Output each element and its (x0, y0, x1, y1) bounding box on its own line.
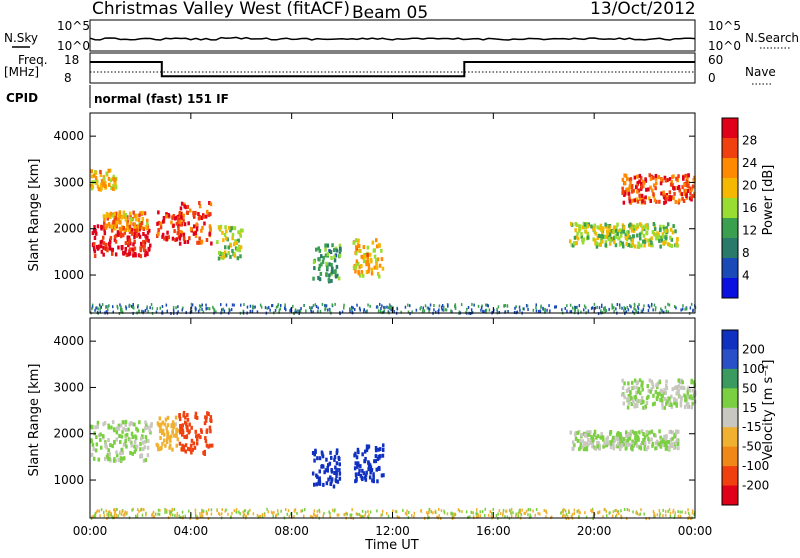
power-colorbar-tick: 20 (742, 179, 757, 193)
velocity-echo-1 (155, 415, 183, 452)
power-echo-6 (312, 243, 342, 284)
power-colorbar-swatch (722, 178, 738, 199)
station-title: Christmas Valley West (fitACF) (92, 0, 350, 19)
velocity-echo-5 (569, 429, 680, 452)
velocity-colorbar-swatch (722, 427, 738, 448)
velocity-colorbar-swatch (722, 466, 738, 487)
freq-label: Freq. (18, 53, 48, 67)
power-echo-5 (216, 224, 244, 261)
power-colorbar-tick: 8 (742, 246, 750, 260)
y-tick-label: 1000 (53, 268, 84, 282)
power-colorbar: 28 24 20 16 12 8 4 (721, 117, 757, 299)
power-echo-3 (156, 210, 184, 242)
freq-tick-top: 18 (64, 53, 79, 67)
xaxis-label: Time UT (364, 538, 418, 553)
power-colorbar-swatch (722, 118, 738, 139)
freq-tick-bottom: 8 (64, 71, 72, 85)
velocity-colorbar-swatch (722, 368, 738, 389)
power-echo-9 (621, 173, 696, 205)
noise-tick-top-left: 10^5 (57, 19, 90, 33)
velocity-colorbar-tick: 200 (742, 342, 765, 356)
velocity-colorbar-tick: -100 (742, 459, 769, 473)
power-colorbar-swatch (722, 158, 738, 179)
velocity-echo-0 (90, 419, 153, 463)
power-colorbar-tick: 24 (742, 156, 757, 170)
noise-sky-label: N.Sky (4, 31, 38, 45)
power-colorbar-tick: 28 (742, 134, 757, 148)
velocity-colorbar-swatch (722, 388, 738, 409)
velocity-colorbar-swatch (722, 330, 738, 350)
power-echo-1 (102, 210, 149, 233)
x-tick-label: 08:00 (274, 524, 309, 538)
velocity-colorbar-tick: 100 (742, 362, 765, 376)
time-axis: 00:00 04:00 08:00 12:00 16:00 20:00 00:00 (73, 113, 713, 538)
power-colorbar-swatch (722, 258, 738, 279)
velocity-colorbar-swatch (722, 349, 738, 370)
velocity-echo-3 (311, 448, 342, 489)
frequency-panel: Freq. [MHz] 18 8 60 0 Nave (4, 52, 776, 85)
power-panel: 1000 2000 3000 4000 Slant Range [km] (27, 112, 697, 316)
x-tick-label: 04:00 (174, 524, 209, 538)
power-colorbar-swatch (722, 238, 738, 259)
freq-unit-label: [MHz] (4, 65, 39, 79)
velocity-echo-2 (178, 410, 214, 456)
noise-search-label: N.Search (745, 31, 799, 45)
y-tick-label: 2000 (53, 222, 84, 236)
velocity-colorbar-label: Velocity [m s⁻¹] (761, 360, 776, 461)
x-tick-label: 20:00 (577, 524, 612, 538)
near-range-band (90, 507, 696, 521)
velocity-ylabel: Slant Range [km] (27, 364, 42, 477)
date-label: 13/Oct/2012 (590, 0, 696, 19)
power-ylabel: Slant Range [km] (27, 159, 42, 272)
velocity-colorbar: 200 100 50 15 -15 -50 -100 -200 (721, 329, 769, 506)
velocity-colorbar-tick: -15 (742, 420, 762, 434)
noise-panel: N.Sky 10^5 10^0 10^5 10^0 N.Search (4, 19, 799, 53)
power-colorbar-tick: 4 (742, 269, 750, 283)
power-echo-0 (91, 224, 152, 259)
y-tick-label: 2000 (53, 427, 84, 441)
power-echo-4 (178, 201, 213, 246)
noise-tick-top-right: 10^5 (708, 19, 741, 33)
power-colorbar-swatch (722, 278, 738, 299)
power-colorbar-swatch (722, 138, 738, 159)
y-tick-label: 4000 (53, 334, 84, 348)
velocity-echo-4 (353, 443, 385, 484)
noise-tick-bottom-left: 10^0 (57, 39, 90, 53)
nave-tick-bottom: 0 (708, 71, 716, 85)
velocity-panel: 1000 2000 3000 4000 Slant Range [km] (27, 317, 697, 521)
y-tick-label: 4000 (53, 129, 84, 143)
x-tick-label: 12:00 (375, 524, 410, 538)
x-tick-label: 16:00 (476, 524, 511, 538)
velocity-colorbar-tick: 50 (742, 381, 757, 395)
x-tick-label: 00:00 (678, 524, 713, 538)
velocity-colorbar-tick: -50 (742, 440, 762, 454)
velocity-colorbar-swatch (722, 485, 738, 506)
velocity-colorbar-swatch (722, 407, 738, 428)
beam-label: Beam 05 (352, 3, 428, 23)
cpid-mode: normal (fast) 151 IF (94, 92, 229, 106)
noise-tick-bottom-right: 10^0 (708, 39, 741, 53)
x-tick-label: 00:00 (73, 524, 108, 538)
power-echo-8 (569, 221, 679, 249)
power-echo-7 (352, 238, 385, 279)
velocity-colorbar-tick: 15 (742, 401, 757, 415)
power-echo-2 (90, 168, 118, 192)
power-colorbar-swatch (722, 218, 738, 239)
cpid-label: CPID (6, 91, 38, 105)
velocity-colorbar-tick: -200 (742, 479, 769, 493)
power-colorbar-label: Power [dB] (761, 165, 776, 236)
power-colorbar-tick: 12 (742, 224, 757, 238)
y-tick-label: 3000 (53, 380, 84, 394)
y-tick-label: 3000 (53, 175, 84, 189)
y-tick-label: 1000 (53, 473, 84, 487)
power-colorbar-swatch (722, 198, 738, 219)
nave-label: Nave (745, 65, 776, 79)
velocity-echo-6 (620, 378, 697, 410)
power-colorbar-tick: 16 (742, 201, 757, 215)
velocity-colorbar-swatch (722, 446, 738, 467)
nave-tick-top: 60 (708, 53, 723, 67)
